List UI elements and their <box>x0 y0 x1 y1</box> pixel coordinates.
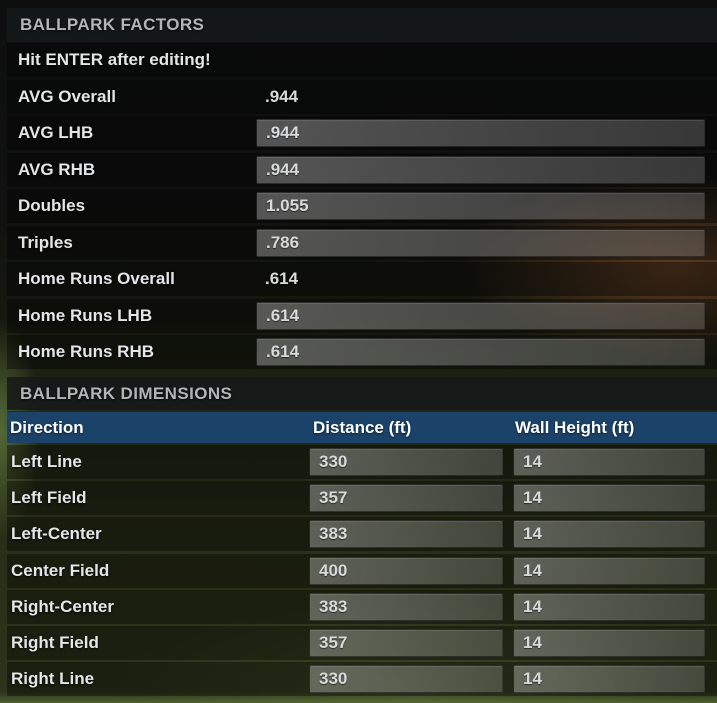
factor-value-static: .614 <box>265 269 299 288</box>
wall-height-input[interactable] <box>513 448 705 476</box>
section-header-ballpark-factors: BALLPARK FACTORS <box>7 8 717 42</box>
factor-row: AVG RHB <box>7 152 717 187</box>
wall-height-input[interactable] <box>513 520 705 549</box>
factor-row: Home Runs LHB <box>7 298 717 333</box>
direction-label: Center Field <box>11 560 110 580</box>
dimension-row: Left Line <box>7 445 717 479</box>
column-header-distance: Distance (ft) <box>313 417 412 437</box>
factor-row: Doubles <box>7 189 717 223</box>
factor-value-input[interactable] <box>256 338 705 366</box>
factor-label: Home Runs LHB <box>18 305 153 325</box>
factor-row: Home Runs Overall .614 <box>7 262 717 296</box>
column-header-direction: Direction <box>10 417 84 437</box>
factor-label: Triples <box>18 232 73 252</box>
factor-value-input[interactable] <box>256 155 705 184</box>
notice-text: Hit ENTER after editing! <box>18 50 211 69</box>
factor-label: Doubles <box>18 196 86 215</box>
distance-input[interactable] <box>309 556 503 585</box>
direction-label: Left-Center <box>11 524 102 544</box>
distance-input[interactable] <box>309 448 503 476</box>
direction-label: Right Field <box>11 632 99 652</box>
distance-input[interactable] <box>309 592 503 621</box>
factor-value-static: .944 <box>265 86 299 106</box>
factor-value-input[interactable] <box>256 119 705 147</box>
dimension-row: Right Line <box>7 662 717 697</box>
distance-input[interactable] <box>309 484 503 513</box>
factor-value-input[interactable] <box>256 228 705 257</box>
ballpark-dimensions-title: BALLPARK DIMENSIONS <box>20 383 233 403</box>
direction-label: Left Line <box>11 452 82 471</box>
factor-label: Home Runs RHB <box>18 342 155 361</box>
factor-value-input[interactable] <box>256 301 705 330</box>
dimension-row: Center Field <box>7 553 717 588</box>
wall-height-input[interactable] <box>513 556 705 585</box>
factor-label: AVG Overall <box>18 86 116 106</box>
wall-height-input[interactable] <box>513 592 705 621</box>
distance-input[interactable] <box>309 628 503 657</box>
dimensions-column-header-row: Direction Distance (ft) Wall Height (ft) <box>7 411 717 443</box>
column-header-wall-height: Wall Height (ft) <box>515 417 635 437</box>
factor-label: Home Runs Overall <box>18 269 175 288</box>
factor-label: AVG RHB <box>18 159 96 179</box>
dimension-row: Left-Center <box>7 517 717 552</box>
dimension-row: Left Field <box>7 481 717 516</box>
distance-input[interactable] <box>309 665 503 694</box>
wall-height-input[interactable] <box>513 628 705 657</box>
section-header-ballpark-dimensions: BALLPARK DIMENSIONS <box>7 377 717 410</box>
wall-height-input[interactable] <box>513 665 705 694</box>
factor-row: Home Runs RHB <box>7 335 717 369</box>
factor-row: AVG Overall .944 <box>7 79 717 114</box>
notice-row: Hit ENTER after editing! <box>7 43 717 77</box>
wall-height-input[interactable] <box>513 484 705 513</box>
factor-row: AVG LHB <box>7 116 717 150</box>
dimension-row: Right-Center <box>7 589 717 624</box>
factor-label: AVG LHB <box>18 123 94 142</box>
direction-label: Right Line <box>11 669 95 689</box>
dimension-row: Right Field <box>7 625 717 660</box>
factor-row: Triples <box>7 225 717 260</box>
distance-input[interactable] <box>309 520 503 549</box>
direction-label: Right-Center <box>11 596 114 616</box>
direction-label: Left Field <box>11 488 87 508</box>
ballpark-factors-title: BALLPARK FACTORS <box>20 15 205 34</box>
factor-value-input[interactable] <box>256 192 705 220</box>
